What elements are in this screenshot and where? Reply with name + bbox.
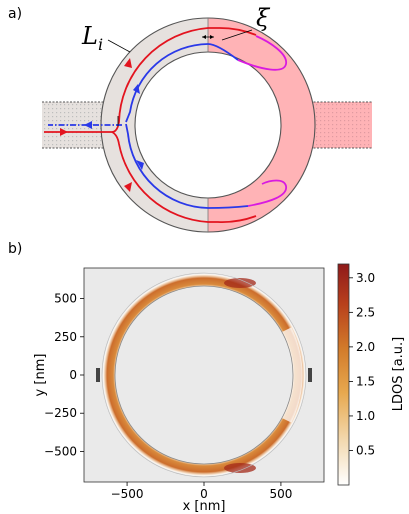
colorbar-ticks: 0.5 1.0 1.5 2.0 2.5 3.0 [349,271,375,457]
red-arrow-lead [60,128,68,136]
colorbar [337,263,350,486]
heatmap-content [96,272,312,478]
hotspot-top [224,278,256,288]
ring-ldos-fade [280,327,303,423]
y-tick-label: 500 [54,292,77,306]
y-tick-label: −500 [44,444,77,458]
red-path [44,27,257,223]
colorbar-tick-label: 0.5 [356,443,375,457]
magenta-loops [237,35,287,207]
ring-inner-edge [114,285,294,465]
ring-outer-edge [101,272,307,478]
panel-b: b) −500 0 500 500 250 0 −250 −500 x [nm] y [nm… [8,241,406,514]
li-symbol: Li [81,22,103,54]
y-tick-label: 0 [69,368,77,382]
left-contact [96,368,100,382]
panel-b-label: b) [8,241,22,257]
y-axis-label: y [nm] [33,354,48,397]
panel-a-label: a) [8,6,22,22]
colorbar-tick-label: 1.0 [356,409,375,423]
xi-symbol: ξ [256,4,271,32]
blue-arrow-lower [136,160,144,170]
hotspot-bottom [224,463,256,473]
colorbar-label: LDOS [a.u.] [391,337,406,411]
colorbar-tick-label: 2.5 [356,305,375,319]
li-pointer [107,39,131,53]
ring-left-half [101,18,208,232]
li-symbol-sub: i [98,35,103,54]
x-tick-label: −500 [111,487,144,501]
y-tick-label: 250 [54,330,77,344]
panel-a: a) [8,4,372,233]
x-axis-label: x [nm] [183,499,226,514]
right-contact [308,368,312,382]
red-arrow-upper [124,58,132,68]
xi-marker [202,29,253,41]
li-symbol-main: L [81,22,98,50]
blue-arrow-lead [84,121,92,129]
colorbar-tick-label: 3.0 [356,271,375,285]
ring-right-half [208,18,315,232]
blue-arrow-upper [133,84,140,94]
red-arrow-lower [124,182,132,192]
y-tick-label: −250 [44,406,77,420]
colorbar-tick-label: 2.0 [356,340,375,354]
x-tick-label: 0 [200,487,208,501]
x-axis-ticks: −500 0 500 [111,482,292,501]
ring-inner-edge [134,51,282,199]
y-axis-ticks: 500 250 0 −250 −500 [44,292,84,458]
colorbar-tick-label: 1.5 [356,374,375,388]
x-tick-label: 500 [269,487,292,501]
